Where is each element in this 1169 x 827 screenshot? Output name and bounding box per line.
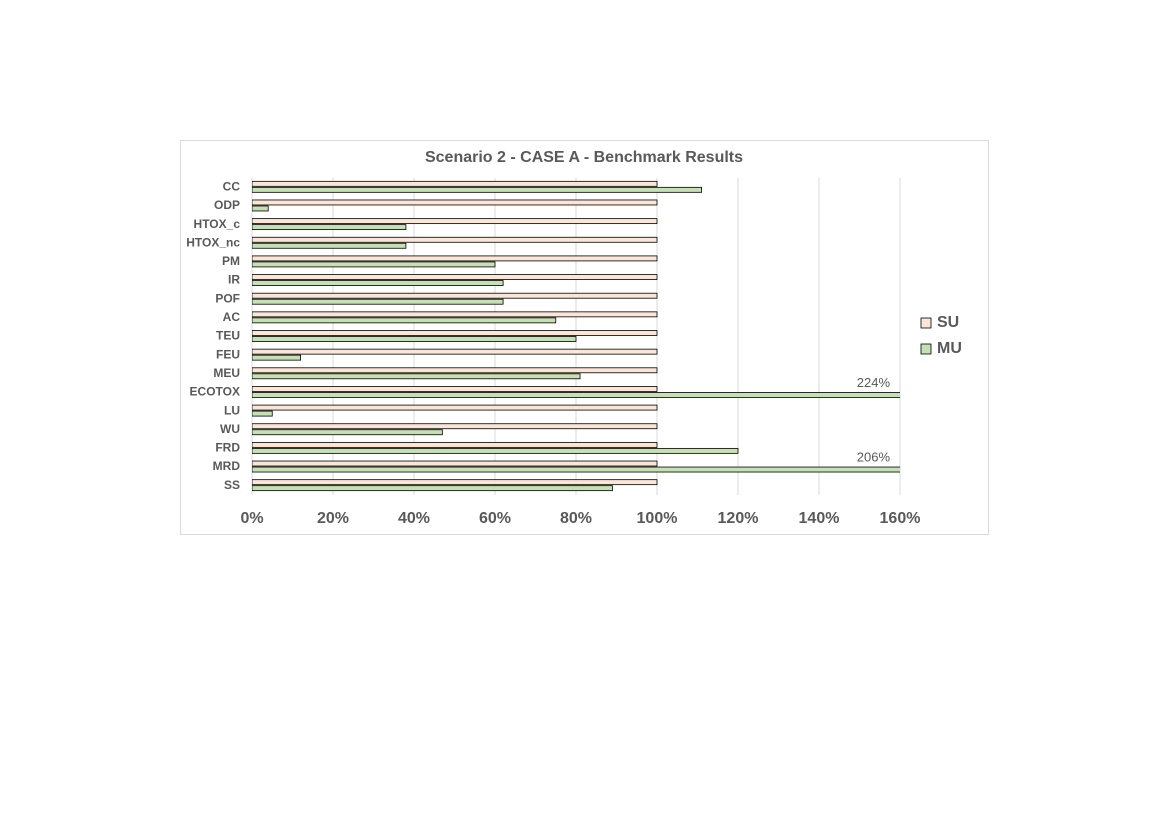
bar: [252, 330, 658, 336]
chart-title: Scenario 2 - CASE A - Benchmark Results: [425, 149, 743, 166]
bar: [252, 479, 658, 486]
category-label: PM: [222, 254, 240, 268]
bar: [252, 336, 577, 342]
data-label: 224%: [857, 375, 891, 390]
data-label: 206%: [857, 449, 891, 464]
bar: [252, 392, 900, 398]
category-label: TEU: [216, 329, 240, 343]
bar: [252, 354, 301, 361]
x-tick-label: 80%: [560, 510, 592, 527]
bar: [252, 423, 658, 430]
category-label: FRD: [215, 441, 240, 455]
category-label: WU: [220, 422, 240, 436]
legend-swatch: [920, 317, 932, 329]
category-label: IR: [228, 273, 240, 287]
bar: [252, 280, 504, 286]
bar: [252, 186, 702, 193]
x-tick-label: 40%: [398, 510, 430, 527]
category-label: CC: [223, 179, 241, 193]
bar: [252, 410, 273, 417]
bar: [252, 180, 658, 187]
x-tick-label: 20%: [317, 510, 349, 527]
bar: [252, 205, 269, 212]
category-label: FEU: [216, 347, 240, 361]
category-label: SS: [224, 478, 240, 492]
bar: [252, 466, 900, 473]
category-label: HTOX_nc: [186, 235, 240, 249]
category-label: MEU: [213, 366, 240, 380]
category-label: HTOX_c: [194, 217, 241, 231]
bar: [252, 224, 407, 231]
category-label: MRD: [213, 459, 241, 473]
bar: [252, 292, 658, 299]
bar: [252, 317, 557, 324]
bar: [252, 404, 658, 411]
bar: [252, 429, 443, 436]
bar: [252, 447, 739, 454]
bar: [252, 236, 658, 243]
bar: [252, 311, 658, 318]
bar: [252, 441, 658, 448]
x-tick-label: 0%: [240, 510, 263, 527]
x-tick-label: 160%: [880, 510, 921, 527]
bar: [252, 274, 658, 280]
bar: [252, 242, 407, 249]
bar: [252, 367, 658, 374]
bar: [252, 373, 581, 380]
bar: [252, 199, 658, 206]
bar: [252, 348, 658, 355]
bar: [252, 255, 658, 262]
legend-label: MU: [937, 340, 962, 357]
x-tick-label: 60%: [479, 510, 511, 527]
category-label: POF: [215, 291, 240, 305]
legend-label: SU: [937, 314, 959, 331]
category-label: AC: [223, 310, 241, 324]
category-label: ODP: [214, 198, 240, 212]
bar: [252, 386, 658, 392]
bar: [252, 298, 504, 305]
x-tick-label: 140%: [799, 510, 840, 527]
x-tick-label: 100%: [637, 510, 678, 527]
legend-swatch: [920, 343, 932, 355]
bar: [252, 485, 613, 492]
bar: [252, 261, 496, 268]
x-tick-label: 120%: [718, 510, 759, 527]
bar: [252, 218, 658, 225]
category-label: ECOTOX: [190, 385, 240, 399]
bar: [252, 460, 658, 467]
category-label: LU: [224, 403, 240, 417]
